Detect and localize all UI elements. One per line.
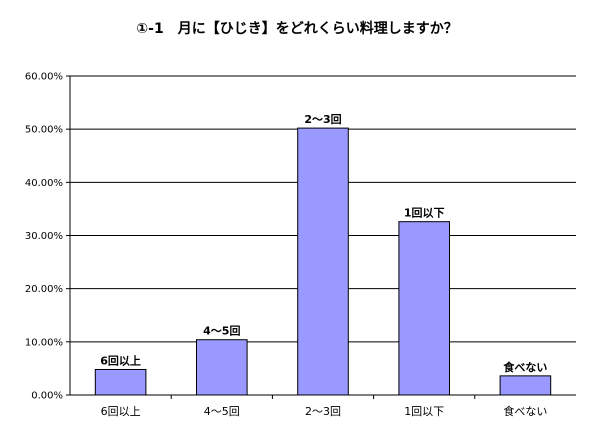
data-label: 6回以上 [100, 353, 141, 367]
bar [94, 368, 147, 396]
data-label: 食べない [503, 360, 547, 374]
category-label: 4～5回 [204, 405, 240, 418]
data-label: 1回以下 [404, 206, 445, 220]
bar [196, 339, 248, 396]
bars [94, 127, 552, 396]
y-tick-label: 10.00% [25, 337, 63, 348]
bar [398, 221, 450, 396]
y-tick-label: 50.00% [25, 125, 63, 136]
data-label: 4～5回 [203, 324, 240, 338]
y-tick-label: 30.00% [25, 231, 63, 242]
axes: 0.00% 10.00% 20.00% 30.00% 40.00% 50.00% 60.00… [25, 72, 576, 402]
y-tick-label: 20.00% [25, 284, 63, 295]
category-label: 6回以上 [101, 405, 141, 418]
y-tick-label: 0.00% [31, 391, 63, 402]
category-label: 1回以下 [404, 405, 444, 418]
bar [499, 375, 552, 396]
chart-title: ①-1 月に【ひじき】をどれくらい料理しますか？ [136, 21, 458, 37]
y-tick-label: 40.00% [25, 178, 63, 189]
category-label: 食べない [503, 404, 547, 418]
category-label: 2～3回 [305, 405, 341, 418]
bar [297, 127, 349, 396]
y-tick-label: 60.00% [25, 72, 63, 83]
data-label: 2～3回 [304, 112, 341, 126]
